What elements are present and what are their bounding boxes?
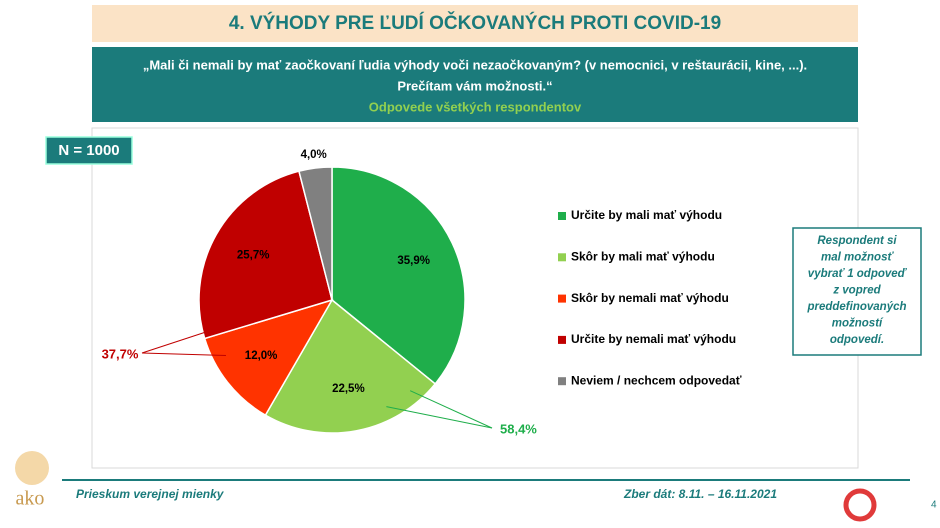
logo: ako [16, 488, 45, 510]
note-box [792, 227, 922, 356]
legend-swatch [558, 253, 566, 262]
slide-title: 4. VÝHODY PRE ĽUDÍ OČKOVANÝCH PROTI COVI… [229, 12, 721, 34]
value-label: 22,5% [332, 383, 365, 395]
leader-line [141, 352, 226, 357]
question: „Mali či nemali by mať zaočkovaní ľudia … [143, 57, 807, 72]
header-box [92, 5, 858, 42]
page-number: 4 [931, 500, 937, 511]
footer-left: Prieskum verejnej mienky [76, 487, 225, 501]
value-label: 25,7% [237, 250, 270, 262]
legend-label: Skôr by nemali mať výhodu [571, 291, 729, 305]
note-line: Respondent si [817, 235, 897, 247]
legend-swatch [558, 212, 566, 220]
leader-line [409, 390, 493, 429]
question-box [92, 47, 858, 122]
subtitle: Odpovede všetkých respondentov [369, 99, 582, 114]
group-label: 37,7% [102, 346, 139, 361]
value-label: 4,0% [301, 149, 327, 161]
sample-size: N = 1000 [58, 142, 119, 159]
note-line: mal možnosť [821, 252, 894, 264]
legend-swatch [558, 335, 566, 344]
legend-swatch [558, 377, 566, 386]
note-line: preddefinovaných [806, 301, 906, 313]
note-line: možností [832, 318, 884, 330]
pie-slice [298, 166, 333, 301]
value-label: 12,0% [245, 350, 278, 362]
legend-swatch [558, 294, 566, 303]
legend-label: Neviem / nechcem odpovedať [571, 373, 742, 387]
note-line: vybrať 1 odpoveď [808, 268, 908, 280]
leader-line [386, 406, 493, 429]
brand-icon [843, 488, 877, 522]
pie-slice [198, 170, 333, 340]
logo-icon [15, 451, 49, 485]
footer-right: Zber dát: 8.11. – 16.11.2021 [623, 487, 777, 501]
legend-label: Určite by mali mať výhodu [571, 208, 722, 222]
legend-label: Skôr by mali mať výhodu [571, 249, 715, 263]
group-label: 58,4% [500, 421, 537, 436]
value-label: 35,9% [397, 255, 430, 267]
pie-slice [264, 298, 437, 434]
note-line: z vopred [832, 285, 881, 297]
legend-label: Určite by nemali mať výhodu [571, 332, 736, 346]
note-line: odpovedí. [830, 334, 884, 346]
pie-slice [331, 166, 466, 385]
sample-box [45, 136, 133, 165]
pie-slice [203, 298, 334, 417]
question: Prečítam vám možnosti.“ [397, 78, 552, 93]
leader-line [141, 328, 216, 354]
